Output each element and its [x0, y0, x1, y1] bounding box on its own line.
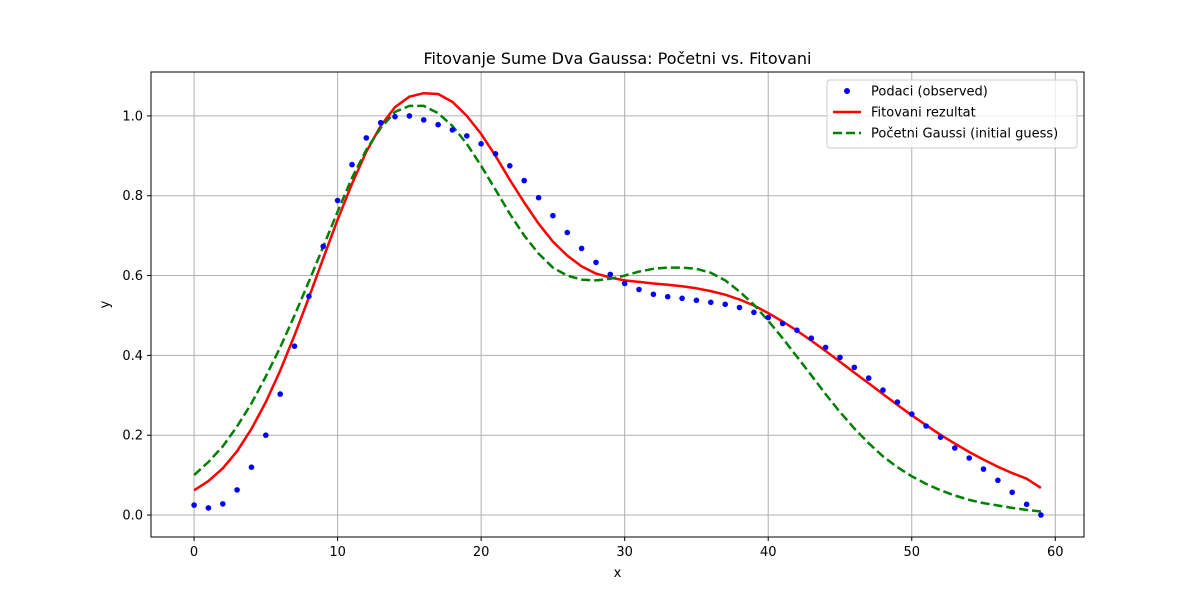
data-point	[650, 291, 657, 298]
data-point	[277, 391, 284, 397]
y-tick-label: 0.0	[122, 509, 143, 524]
data-point	[1038, 512, 1044, 518]
plot-series	[191, 91, 1044, 518]
data-point	[937, 434, 944, 441]
data-point	[306, 293, 312, 300]
ticks: 0 10 20 30 40 50 60 0.0 0.2 0.4 0.6 0.8 1.0	[122, 109, 1063, 560]
data-point	[578, 245, 585, 252]
data-point	[664, 293, 671, 300]
data-point	[851, 364, 858, 371]
data-point	[464, 133, 470, 139]
legend-label-observed: Podaci (observed)	[871, 85, 988, 100]
data-point	[952, 445, 958, 451]
data-point	[363, 135, 370, 141]
data-point	[966, 455, 972, 461]
data-point	[406, 113, 413, 119]
x-tick-label: 50	[903, 545, 920, 560]
data-point	[334, 197, 341, 204]
data-point	[320, 243, 327, 250]
data-point	[435, 121, 441, 128]
data-point	[248, 464, 255, 471]
data-point	[492, 151, 499, 157]
data-point	[349, 161, 355, 168]
x-axis-label: x	[614, 566, 622, 581]
data-point	[1009, 489, 1015, 496]
data-point	[679, 295, 685, 302]
data-point	[736, 304, 743, 311]
data-point	[1023, 501, 1030, 508]
data-point	[894, 399, 901, 405]
data-point	[191, 502, 197, 508]
data-point	[837, 354, 843, 361]
y-tick-label: 1.0	[122, 109, 143, 124]
data-point	[995, 477, 1001, 484]
y-tick-label: 0.6	[122, 269, 143, 284]
data-point	[822, 344, 829, 351]
x-tick-label: 30	[616, 545, 633, 560]
data-point	[693, 297, 700, 304]
data-point	[779, 320, 786, 327]
legend-box	[826, 79, 1078, 149]
data-point	[636, 286, 642, 293]
data-point	[980, 466, 987, 472]
y-axis-label: y	[98, 300, 113, 308]
data-point	[420, 117, 427, 123]
data-point	[722, 301, 728, 308]
data-point	[794, 327, 800, 334]
data-point	[880, 387, 886, 393]
data-point	[377, 119, 384, 126]
data-point	[521, 177, 527, 184]
initial-guess-line	[193, 104, 1042, 513]
data-point	[564, 229, 571, 236]
chart-title: Fitovanje Sume Dva Gaussa: Početni vs. F…	[424, 49, 812, 68]
grid	[151, 72, 1084, 537]
data-point	[535, 194, 542, 201]
y-tick-label: 0.4	[122, 349, 143, 364]
data-point	[621, 280, 628, 287]
legend-marker-observed	[844, 88, 850, 94]
data-point	[205, 505, 212, 511]
legend-label-fitted: Fitovani rezultat	[871, 106, 976, 121]
legend-label-initial-guess: Početni Gaussi (initial guess)	[871, 127, 1058, 142]
data-point	[220, 501, 226, 507]
data-point	[923, 423, 929, 429]
x-tick-label: 10	[329, 545, 346, 560]
data-point	[392, 113, 398, 120]
data-point	[478, 141, 484, 147]
data-point	[507, 163, 513, 169]
data-point	[593, 259, 599, 266]
data-point	[909, 411, 915, 417]
data-point	[808, 335, 815, 342]
y-tick-label: 0.2	[122, 429, 143, 444]
data-point	[765, 314, 771, 321]
y-tick-label: 0.8	[122, 189, 143, 204]
data-point	[550, 212, 556, 219]
fitted-line	[193, 91, 1042, 492]
x-tick-label: 0	[190, 545, 198, 560]
data-point	[449, 127, 456, 133]
data-point	[263, 432, 269, 439]
legend: Podaci (observed) Fitovani rezultat Poče…	[826, 79, 1078, 149]
data-point	[708, 299, 714, 306]
x-tick-label: 40	[760, 545, 777, 560]
data-point	[291, 343, 298, 350]
data-point	[865, 375, 872, 381]
x-tick-label: 60	[1047, 545, 1064, 560]
x-tick-label: 20	[473, 545, 490, 560]
data-point	[751, 309, 757, 316]
axes-frame	[150, 71, 1085, 538]
data-point	[607, 271, 614, 278]
data-point	[234, 487, 240, 493]
